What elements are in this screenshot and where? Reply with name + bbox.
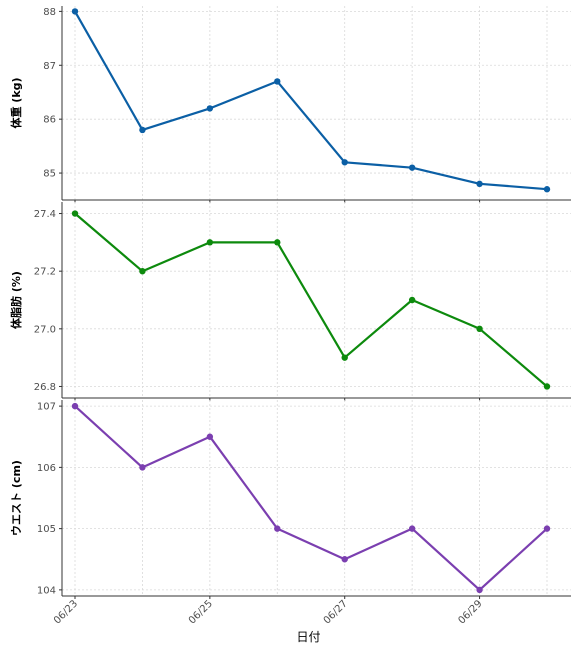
y-axis-title: 体脂肪 (%) (9, 271, 23, 329)
y-tick-label: 106 (37, 463, 56, 474)
y-tick-label: 27.2 (34, 267, 56, 278)
data-point (71, 8, 79, 15)
data-point (71, 402, 79, 410)
data-point (408, 525, 416, 532)
y-tick-label: 26.8 (34, 382, 56, 393)
data-point (274, 239, 281, 246)
x-tick-label: 06/23 (52, 598, 80, 626)
data-point (543, 383, 551, 390)
y-tick-label: 27.4 (34, 209, 56, 220)
series-line (73, 10, 549, 191)
data-point (139, 126, 146, 134)
x-tick-label: 06/29 (457, 598, 485, 626)
y-axis-title: 体重 (kg) (9, 77, 23, 128)
data-point (206, 239, 214, 246)
data-point (543, 525, 551, 532)
y-tick-label: 87 (43, 61, 56, 72)
data-point (476, 325, 483, 333)
data-point (206, 433, 214, 440)
data-point (341, 354, 348, 361)
series-line (73, 212, 549, 388)
data-point (543, 186, 551, 193)
x-tick-label: 06/27 (322, 598, 350, 626)
data-point (274, 525, 281, 532)
x-axis-title: 日付 (296, 630, 320, 644)
y-axis-title: ウエスト (cm) (10, 460, 23, 536)
data-point (139, 464, 146, 471)
data-point (206, 105, 214, 112)
data-point (408, 164, 416, 171)
y-tick-label: 86 (43, 115, 56, 126)
data-point (408, 296, 416, 304)
y-tick-label: 107 (37, 402, 56, 413)
data-point (341, 556, 348, 563)
data-point (274, 78, 281, 85)
series-line (73, 405, 549, 592)
data-point (341, 159, 348, 166)
data-point (71, 210, 79, 217)
y-tick-label: 85 (43, 169, 56, 180)
y-tick-label: 105 (37, 524, 56, 535)
data-point (476, 180, 483, 188)
data-point (476, 586, 483, 594)
data-point (139, 267, 146, 275)
y-tick-label: 88 (43, 7, 56, 18)
y-tick-label: 104 (37, 585, 56, 596)
y-tick-label: 27.0 (34, 324, 56, 335)
x-tick-label: 06/25 (187, 598, 215, 626)
